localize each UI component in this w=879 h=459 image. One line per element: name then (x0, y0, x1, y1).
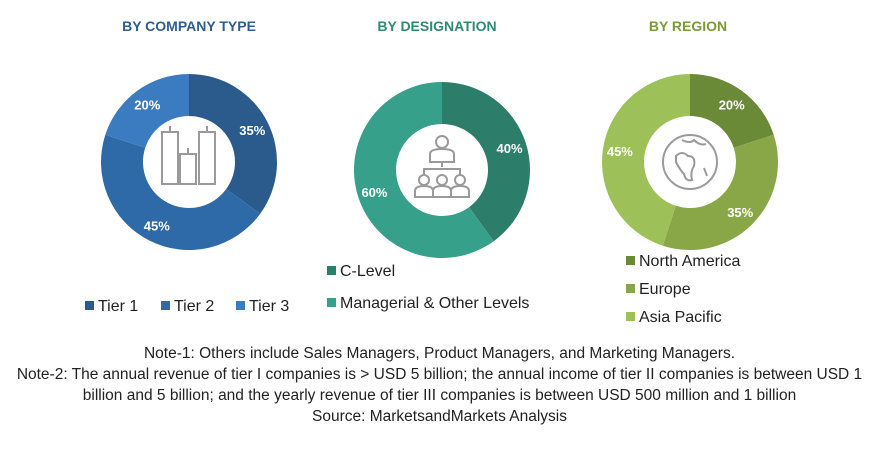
chart-title: BY COMPANY TYPE (122, 18, 256, 34)
data-label: 45% (144, 218, 170, 233)
slice-tier-1 (189, 74, 277, 214)
legend-label: Managerial & Other Levels (340, 295, 529, 312)
legend-swatch (236, 301, 245, 310)
chart-title: BY REGION (649, 18, 727, 34)
slice-asia-pacific (601, 74, 690, 246)
donut-1: BY DESIGNATION 40% 60% C-Level Managerial & … (327, 18, 530, 312)
slice-c-level (442, 82, 530, 242)
donut-2: BY REGION 20% 35% 45% North America Europe Asi… (601, 18, 779, 326)
slice-europe (662, 134, 779, 251)
legend-label: Tier 2 (174, 298, 214, 315)
legend-swatch (626, 284, 635, 293)
data-label: 60% (361, 185, 387, 200)
chart-title: BY DESIGNATION (377, 18, 496, 34)
legend-swatch (161, 301, 170, 310)
slice-tier-2 (101, 134, 261, 250)
legend-swatch (85, 301, 94, 310)
notes: Note-1: Others include Sales Managers, P… (0, 343, 879, 427)
org-hierarchy-icon (414, 135, 470, 198)
legend-label: Europe (639, 281, 691, 298)
note-2: Note-2: The annual revenue of tier I com… (16, 366, 863, 404)
donut-0: BY COMPANY TYPE 35% 45% 20% Tier 1 Tier 2 Tier… (85, 18, 289, 315)
legend-label: Tier 3 (249, 298, 289, 315)
data-label: 35% (727, 205, 753, 220)
legend-label: Tier 1 (98, 298, 138, 315)
slice-managerial-other-levels (353, 82, 494, 258)
data-label: 20% (134, 98, 160, 113)
legend-swatch (626, 312, 635, 321)
legend-label: Asia Pacific (639, 309, 722, 326)
data-label: 20% (719, 98, 745, 113)
donut-charts: BY COMPANY TYPE 35% 45% 20% Tier 1 Tier 2 Tier… (85, 18, 779, 326)
slice-north-america (690, 74, 774, 148)
note-1: Note-1: Others include Sales Managers, P… (143, 345, 736, 362)
legend-swatch (626, 256, 635, 265)
legend-swatch (327, 266, 336, 275)
legend-swatch (327, 298, 336, 307)
source: Source: MarketsandMarkets Analysis (312, 408, 567, 425)
data-label: 40% (497, 141, 523, 156)
legend-label: C-Level (340, 263, 395, 280)
slice-tier-3 (105, 74, 189, 148)
globe-icon (662, 134, 718, 190)
legend-label: North America (639, 253, 740, 270)
buildings-icon (161, 126, 216, 185)
data-label: 35% (239, 123, 265, 138)
data-label: 45% (607, 144, 633, 159)
